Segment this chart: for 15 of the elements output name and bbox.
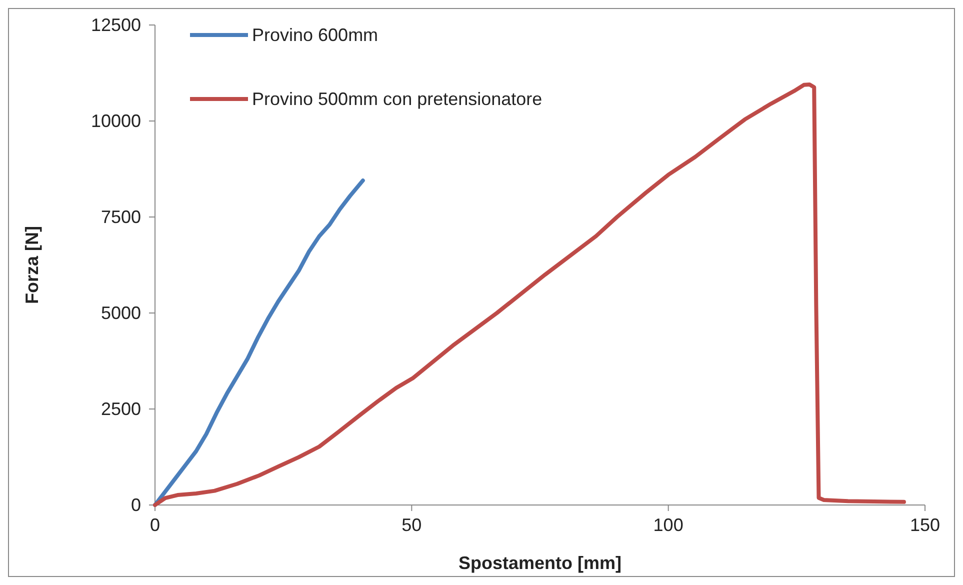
y-tick-label: 5000 [100, 303, 141, 323]
legend-label: Provino 500mm con pretensionatore [252, 89, 542, 109]
x-tick-label: 150 [910, 515, 940, 535]
y-tick-label: 12500 [90, 15, 141, 35]
y-tick-label: 0 [130, 495, 141, 515]
x-tick-label: 100 [653, 515, 684, 535]
x-tick-label: 50 [402, 515, 422, 535]
x-tick-label: 0 [150, 515, 160, 535]
y-tick-label: 10000 [90, 111, 141, 131]
line-series [153, 82, 906, 507]
y-axis-title: Forza [N] [22, 226, 42, 304]
y-tick-label: 2500 [100, 399, 141, 419]
x-axis-title: Spostamento [mm] [458, 553, 622, 573]
legend-label: Provino 600mm [252, 25, 378, 45]
y-tick-label: 7500 [100, 207, 141, 227]
